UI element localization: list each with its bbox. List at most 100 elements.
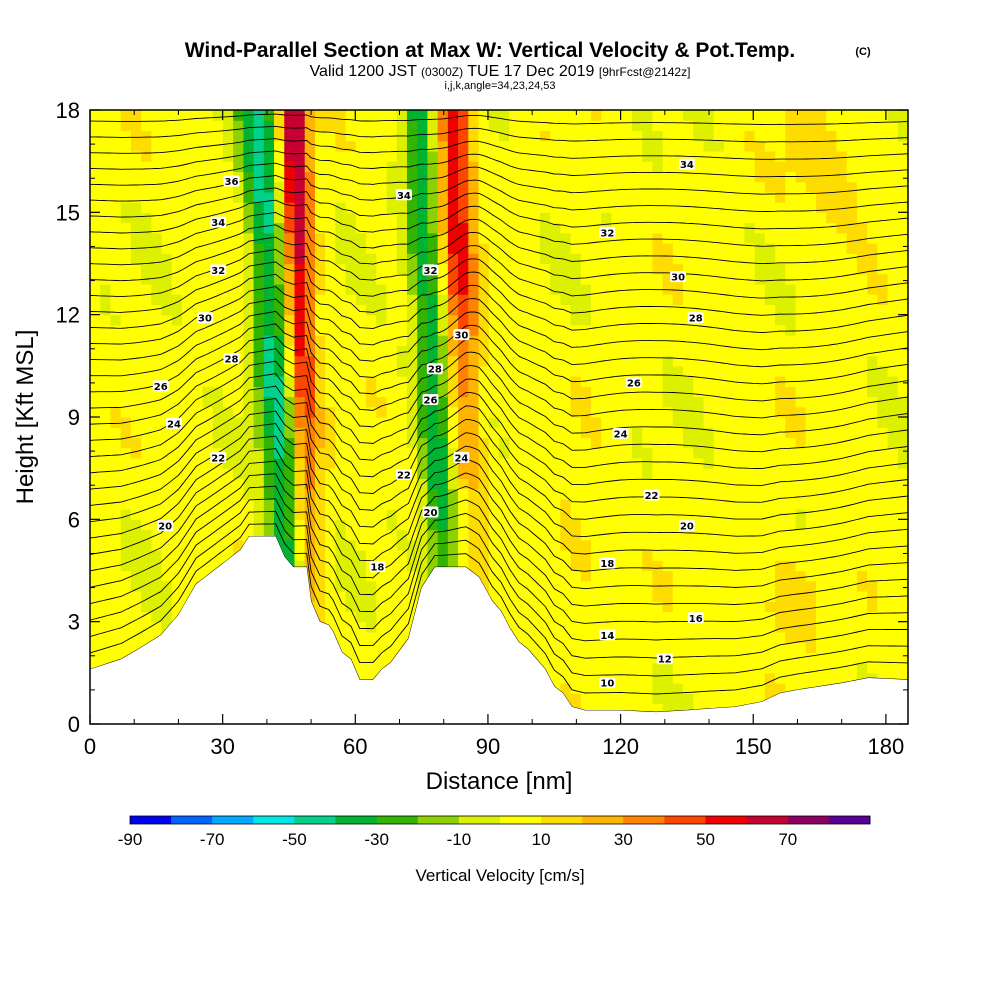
contour-label-bg <box>223 175 240 187</box>
velocity-cell <box>611 447 623 459</box>
velocity-cell <box>795 202 807 213</box>
velocity-cell <box>355 550 367 561</box>
velocity-cell <box>580 662 592 674</box>
velocity-cell <box>805 212 817 224</box>
velocity-cell <box>325 191 336 203</box>
velocity-cell <box>897 509 908 520</box>
velocity-cell <box>130 570 142 582</box>
velocity-cell <box>683 396 694 408</box>
velocity-cell <box>171 273 183 285</box>
velocity-cell <box>897 488 908 500</box>
velocity-cell <box>447 345 459 357</box>
velocity-cell <box>887 140 899 152</box>
velocity-cell <box>263 335 275 346</box>
velocity-cell <box>141 560 152 572</box>
velocity-cell <box>345 335 357 346</box>
velocity-cell <box>631 611 643 623</box>
velocity-cell <box>161 294 173 306</box>
velocity-cell <box>192 550 204 561</box>
velocity-cell <box>897 191 908 203</box>
velocity-cell <box>601 355 613 367</box>
velocity-cell <box>591 683 602 694</box>
velocity-cell <box>304 447 316 459</box>
velocity-cell <box>212 376 224 387</box>
velocity-cell <box>560 294 572 306</box>
velocity-cell <box>703 345 715 357</box>
velocity-cell <box>427 488 439 500</box>
velocity-cell <box>386 478 398 490</box>
velocity-cell <box>151 601 163 613</box>
velocity-cell <box>202 498 214 510</box>
velocity-cell <box>826 437 838 449</box>
velocity-cell <box>120 253 132 265</box>
velocity-cell <box>325 294 336 306</box>
velocity-cell <box>151 253 163 265</box>
velocity-cell <box>631 130 643 142</box>
contour-label-bg <box>453 329 470 341</box>
velocity-cell <box>867 355 878 367</box>
velocity-cell <box>110 580 122 592</box>
velocity-cell <box>151 314 163 326</box>
velocity-cell <box>110 140 122 152</box>
velocity-cell <box>376 406 388 418</box>
velocity-cell <box>877 509 889 520</box>
velocity-cell <box>621 560 633 572</box>
velocity-cell <box>366 498 377 510</box>
velocity-cell <box>764 417 776 428</box>
velocity-cell <box>274 529 285 541</box>
velocity-cell <box>192 150 204 162</box>
velocity-cell <box>386 529 398 541</box>
velocity-cell <box>631 386 643 398</box>
velocity-cell <box>897 447 908 459</box>
velocity-cell <box>550 468 561 479</box>
velocity-cell <box>366 652 377 664</box>
velocity-cell <box>151 130 163 142</box>
velocity-cell <box>713 150 725 162</box>
velocity-cell <box>611 222 623 234</box>
velocity-cell <box>120 590 132 602</box>
velocity-cell <box>815 212 827 224</box>
velocity-cell <box>631 110 643 121</box>
velocity-cell <box>754 519 766 531</box>
velocity-cell <box>499 130 510 142</box>
velocity-cell <box>897 631 908 643</box>
velocity-cell <box>110 488 122 500</box>
velocity-cell <box>601 590 613 602</box>
velocity-cell <box>488 130 500 142</box>
velocity-cell <box>243 140 255 152</box>
velocity-cell <box>417 253 429 265</box>
velocity-cell <box>877 335 889 346</box>
velocity-cell <box>478 427 490 439</box>
velocity-cell <box>601 294 613 306</box>
velocity-cell <box>815 672 827 684</box>
velocity-cell <box>192 560 204 572</box>
velocity-cell <box>90 631 101 643</box>
velocity-cell <box>550 212 561 224</box>
velocity-cell <box>744 396 756 408</box>
velocity-cell <box>550 222 561 234</box>
velocity-cell <box>222 243 234 254</box>
velocity-cell <box>130 457 142 469</box>
velocity-cell <box>877 253 889 265</box>
velocity-cell <box>601 212 613 224</box>
velocity-cell <box>314 130 326 142</box>
velocity-cell <box>877 560 889 572</box>
velocity-cell <box>355 202 367 213</box>
velocity-cell <box>846 161 858 172</box>
velocity-cell <box>161 365 173 377</box>
velocity-cell <box>550 365 561 377</box>
velocity-cell <box>488 437 500 449</box>
velocity-cell <box>274 232 285 244</box>
velocity-cell <box>580 488 592 500</box>
velocity-cell <box>744 406 756 418</box>
velocity-cell <box>212 417 224 428</box>
velocity-cell <box>468 150 480 162</box>
velocity-cell <box>897 570 908 582</box>
velocity-cell <box>856 120 868 132</box>
velocity-cell <box>652 376 664 387</box>
velocity-cell <box>233 130 244 142</box>
velocity-cell <box>856 539 868 551</box>
velocity-cell <box>509 529 521 541</box>
velocity-cell <box>713 631 725 643</box>
velocity-cell <box>314 611 326 623</box>
